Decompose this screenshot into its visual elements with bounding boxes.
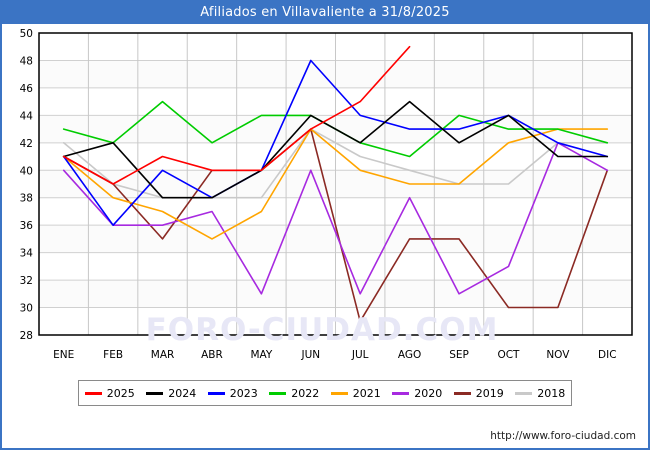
x-axis-tick-label: JUN xyxy=(300,349,320,361)
x-axis-tick-label: AGO xyxy=(398,349,421,361)
legend-label: 2018 xyxy=(537,386,566,400)
series-line-2020 xyxy=(62,142,609,295)
source-url: http://www.foro-ciudad.com xyxy=(490,430,636,442)
y-axis-tick-label: 30 xyxy=(20,303,33,315)
y-axis-tick-label: 32 xyxy=(20,275,33,287)
series-line-2024 xyxy=(62,100,609,199)
legend-swatch-icon xyxy=(207,391,225,395)
y-axis-tick-label: 34 xyxy=(20,248,34,260)
y-axis-tick-label: 28 xyxy=(20,330,33,342)
legend-label: 2022 xyxy=(291,386,320,400)
x-axis-tick-label: DIC xyxy=(598,349,617,361)
x-axis-tick-label: JUL xyxy=(351,349,369,361)
x-axis-tick-label: FEB xyxy=(103,349,123,361)
line-chart-svg: 28 30 32 34 36 38 40 42 44 46 48 50 ENE FEB MAR ABR MAY J… xyxy=(20,28,633,361)
x-axis-tick-label: NOV xyxy=(546,349,570,361)
legend-swatch-icon xyxy=(392,391,410,395)
x-axis-tick-label: ENE xyxy=(53,349,74,361)
y-axis-tick-label: 50 xyxy=(20,28,33,40)
legend-label: 2021 xyxy=(352,386,381,400)
legend-swatch-icon xyxy=(453,391,471,395)
legend-swatch-icon xyxy=(330,391,348,395)
y-axis-tick-label: 42 xyxy=(20,138,33,150)
legend-item-2024[interactable]: 2024 xyxy=(146,387,196,400)
legend-label: 2019 xyxy=(475,386,504,400)
legend-swatch-icon xyxy=(84,391,102,395)
legend-label: 2023 xyxy=(229,386,258,400)
legend-item-2022[interactable]: 2022 xyxy=(269,387,319,400)
y-axis-tick-label: 46 xyxy=(20,83,34,95)
y-axis-tick-label: 38 xyxy=(20,193,33,205)
y-axis-tick-label: 44 xyxy=(20,110,34,122)
x-axis-tick-label: MAY xyxy=(250,349,272,361)
series-line-2025 xyxy=(62,45,411,185)
legend-swatch-icon xyxy=(146,391,164,395)
chart-plot-area: 28 30 32 34 36 38 40 42 44 46 48 50 ENE FEB MAR ABR MAY J… xyxy=(2,24,648,448)
series-line-2018 xyxy=(62,128,609,199)
legend-item-2019[interactable]: 2019 xyxy=(453,386,504,400)
series-line-2023 xyxy=(62,59,609,226)
x-axis-tick-label: OCT xyxy=(497,349,520,361)
legend-swatch-icon xyxy=(515,391,533,395)
legend-item-2025[interactable]: 2025 xyxy=(84,386,135,400)
legend-item-2018[interactable]: 2018 xyxy=(515,387,565,400)
y-axis-tick-label: 40 xyxy=(20,165,33,177)
x-axis-tick-label: ABR xyxy=(201,349,223,361)
legend-label: 2024 xyxy=(168,386,197,400)
series-line-2021 xyxy=(62,128,609,240)
plot-border xyxy=(38,32,633,336)
x-axis-tick-label: SEP xyxy=(449,349,469,361)
legend-item-2021[interactable]: 2021 xyxy=(330,386,381,400)
window-title: Afiliados en Villavaliente a 31/8/2025 xyxy=(2,2,648,24)
y-axis-tick-label: 36 xyxy=(20,220,34,232)
legend-swatch-icon xyxy=(269,391,287,395)
chart-legend: 2025 2024 2023 2022 2021 2020 2019 2018 xyxy=(78,380,572,406)
series-line-2019 xyxy=(62,128,609,323)
legend-item-2020[interactable]: 2020 xyxy=(392,387,442,400)
x-axis-tick-label: MAR xyxy=(151,349,175,361)
y-axis-tick-label: 48 xyxy=(20,55,33,67)
legend-label: 2025 xyxy=(106,386,135,400)
legend-label: 2020 xyxy=(414,386,443,400)
legend-item-2023[interactable]: 2023 xyxy=(207,386,258,400)
